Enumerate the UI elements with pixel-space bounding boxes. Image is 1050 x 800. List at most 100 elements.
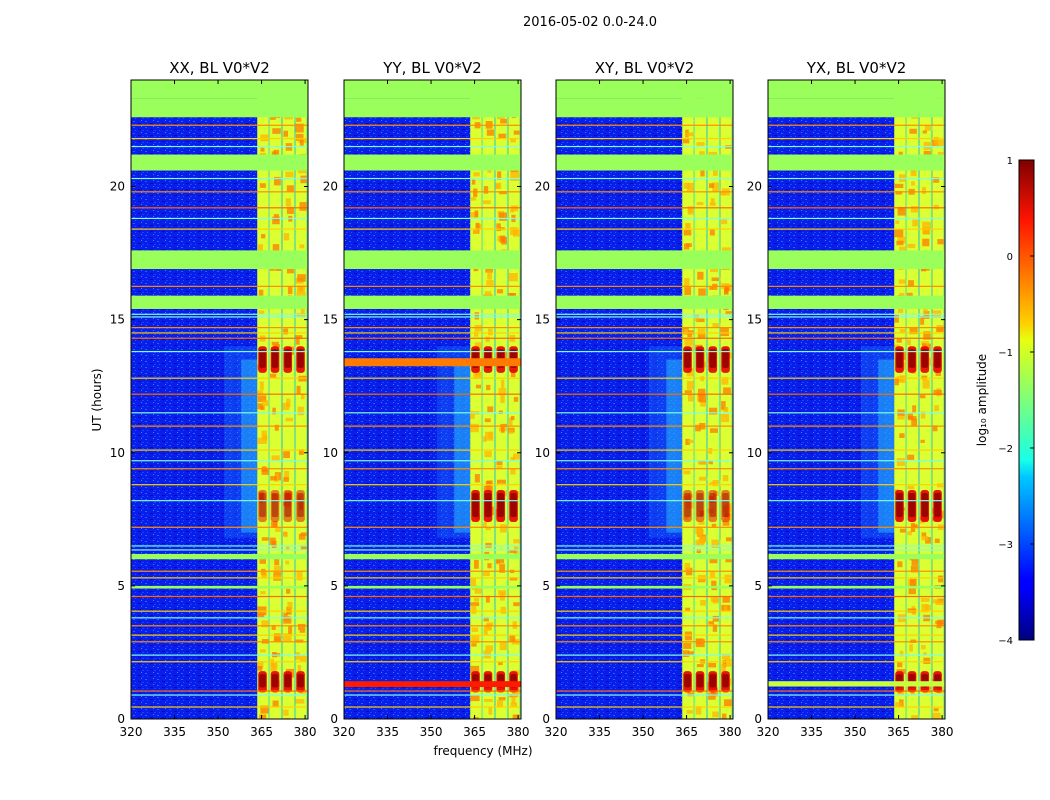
band-texture bbox=[283, 470, 290, 480]
rfi-line bbox=[768, 137, 945, 140]
band-texture bbox=[258, 491, 264, 500]
band-texture bbox=[508, 417, 513, 426]
rfi-line bbox=[131, 327, 308, 329]
band-texture bbox=[511, 697, 516, 705]
rfi-line bbox=[344, 484, 521, 486]
flagged-range bbox=[556, 98, 733, 118]
band-texture bbox=[684, 562, 691, 572]
band-texture bbox=[697, 333, 706, 339]
band-texture bbox=[473, 172, 480, 177]
strong-emission-core bbox=[297, 674, 304, 688]
band-texture bbox=[919, 395, 926, 399]
rfi-line-cyan bbox=[344, 549, 521, 551]
panel-4: YX, BL V0*V2 320 335 350 365 380 0 5 10 15 20 bbox=[747, 59, 954, 739]
flagged-range bbox=[131, 250, 308, 270]
band-texture bbox=[709, 202, 716, 206]
rfi-line-cyan bbox=[344, 617, 521, 619]
band-texture bbox=[921, 532, 927, 537]
band-texture bbox=[687, 183, 694, 192]
band-texture bbox=[257, 403, 263, 410]
band-texture bbox=[723, 699, 733, 707]
band-texture bbox=[285, 560, 290, 565]
band-texture bbox=[700, 599, 707, 606]
y-tick-label: 5 bbox=[330, 579, 338, 593]
band-texture bbox=[274, 424, 279, 431]
flagged-range bbox=[344, 553, 521, 560]
band-texture bbox=[485, 542, 492, 548]
rfi-line bbox=[131, 526, 308, 528]
band-texture bbox=[912, 524, 918, 528]
band-texture bbox=[272, 216, 280, 225]
rfi-line bbox=[344, 425, 521, 427]
band-texture bbox=[510, 702, 518, 707]
rfi-line-cyan bbox=[768, 500, 945, 502]
strong-emission-core bbox=[934, 349, 941, 368]
x-tick-label: 320 bbox=[333, 725, 356, 739]
band-gap bbox=[294, 80, 296, 719]
y-tick-label: 5 bbox=[117, 579, 125, 593]
band-texture bbox=[698, 394, 707, 403]
rfi-line bbox=[556, 634, 733, 636]
rfi-line-cyan bbox=[344, 145, 521, 148]
band-texture bbox=[933, 389, 942, 396]
rfi-line bbox=[768, 625, 945, 627]
rfi-line bbox=[344, 634, 521, 636]
rfi-line-cyan bbox=[131, 412, 308, 414]
band-texture bbox=[722, 713, 727, 719]
band-texture bbox=[712, 168, 718, 176]
rfi-line bbox=[768, 377, 945, 379]
band-texture bbox=[283, 451, 290, 459]
band-texture bbox=[295, 133, 304, 141]
band-texture bbox=[485, 595, 490, 603]
colorbar-tick-label: −3 bbox=[998, 540, 1013, 551]
bright-band bbox=[932, 80, 944, 719]
y-axis-label: UT (hours) bbox=[90, 368, 104, 431]
flagged-range bbox=[768, 154, 945, 171]
rfi-line bbox=[768, 595, 945, 598]
bright-band bbox=[295, 80, 307, 719]
colorbar-ticks: 1 0 −1 −2 −3 −4 bbox=[998, 156, 1034, 647]
band-texture bbox=[500, 606, 507, 614]
band-texture bbox=[261, 570, 267, 579]
rfi-line-cyan bbox=[344, 313, 521, 315]
band-texture bbox=[899, 375, 907, 383]
strong-emission-core bbox=[684, 493, 691, 517]
rfi-line-cyan bbox=[131, 313, 308, 315]
x-tick-label: 380 bbox=[507, 725, 530, 739]
bright-band bbox=[707, 80, 720, 719]
rfi-line-cyan bbox=[768, 217, 945, 220]
rfi-line-cyan bbox=[768, 617, 945, 619]
band-texture bbox=[683, 182, 691, 189]
band-texture bbox=[483, 626, 491, 631]
panel-title: XY, BL V0*V2 bbox=[595, 59, 695, 77]
band-texture bbox=[685, 223, 691, 230]
band-texture bbox=[513, 397, 519, 402]
band-texture bbox=[708, 495, 715, 503]
rfi-line bbox=[556, 690, 733, 692]
rfi-line bbox=[768, 468, 945, 470]
band-texture bbox=[921, 187, 926, 195]
band-texture bbox=[499, 641, 509, 651]
x-tick-label: 320 bbox=[120, 725, 143, 739]
band-texture bbox=[299, 501, 303, 510]
y-tick-label: 0 bbox=[117, 712, 125, 726]
band-texture bbox=[471, 627, 479, 632]
band-texture bbox=[259, 183, 266, 188]
rfi-line bbox=[556, 228, 733, 230]
band-texture bbox=[483, 616, 489, 622]
rfi-line-cyan bbox=[344, 694, 521, 696]
band-texture bbox=[473, 597, 479, 602]
band-texture bbox=[684, 631, 692, 641]
rfi-line bbox=[768, 484, 945, 486]
band-texture bbox=[697, 388, 706, 396]
panel-frame bbox=[130, 79, 309, 720]
band-texture bbox=[920, 315, 925, 325]
rfi-line bbox=[131, 484, 308, 486]
colorbar-tick-label: 1 bbox=[1007, 156, 1013, 167]
rfi-line bbox=[131, 191, 308, 193]
band-texture bbox=[923, 306, 928, 313]
band-texture bbox=[484, 418, 491, 423]
rfi-line bbox=[556, 484, 733, 486]
band-texture bbox=[498, 133, 507, 139]
x-tick-label: 365 bbox=[250, 725, 273, 739]
